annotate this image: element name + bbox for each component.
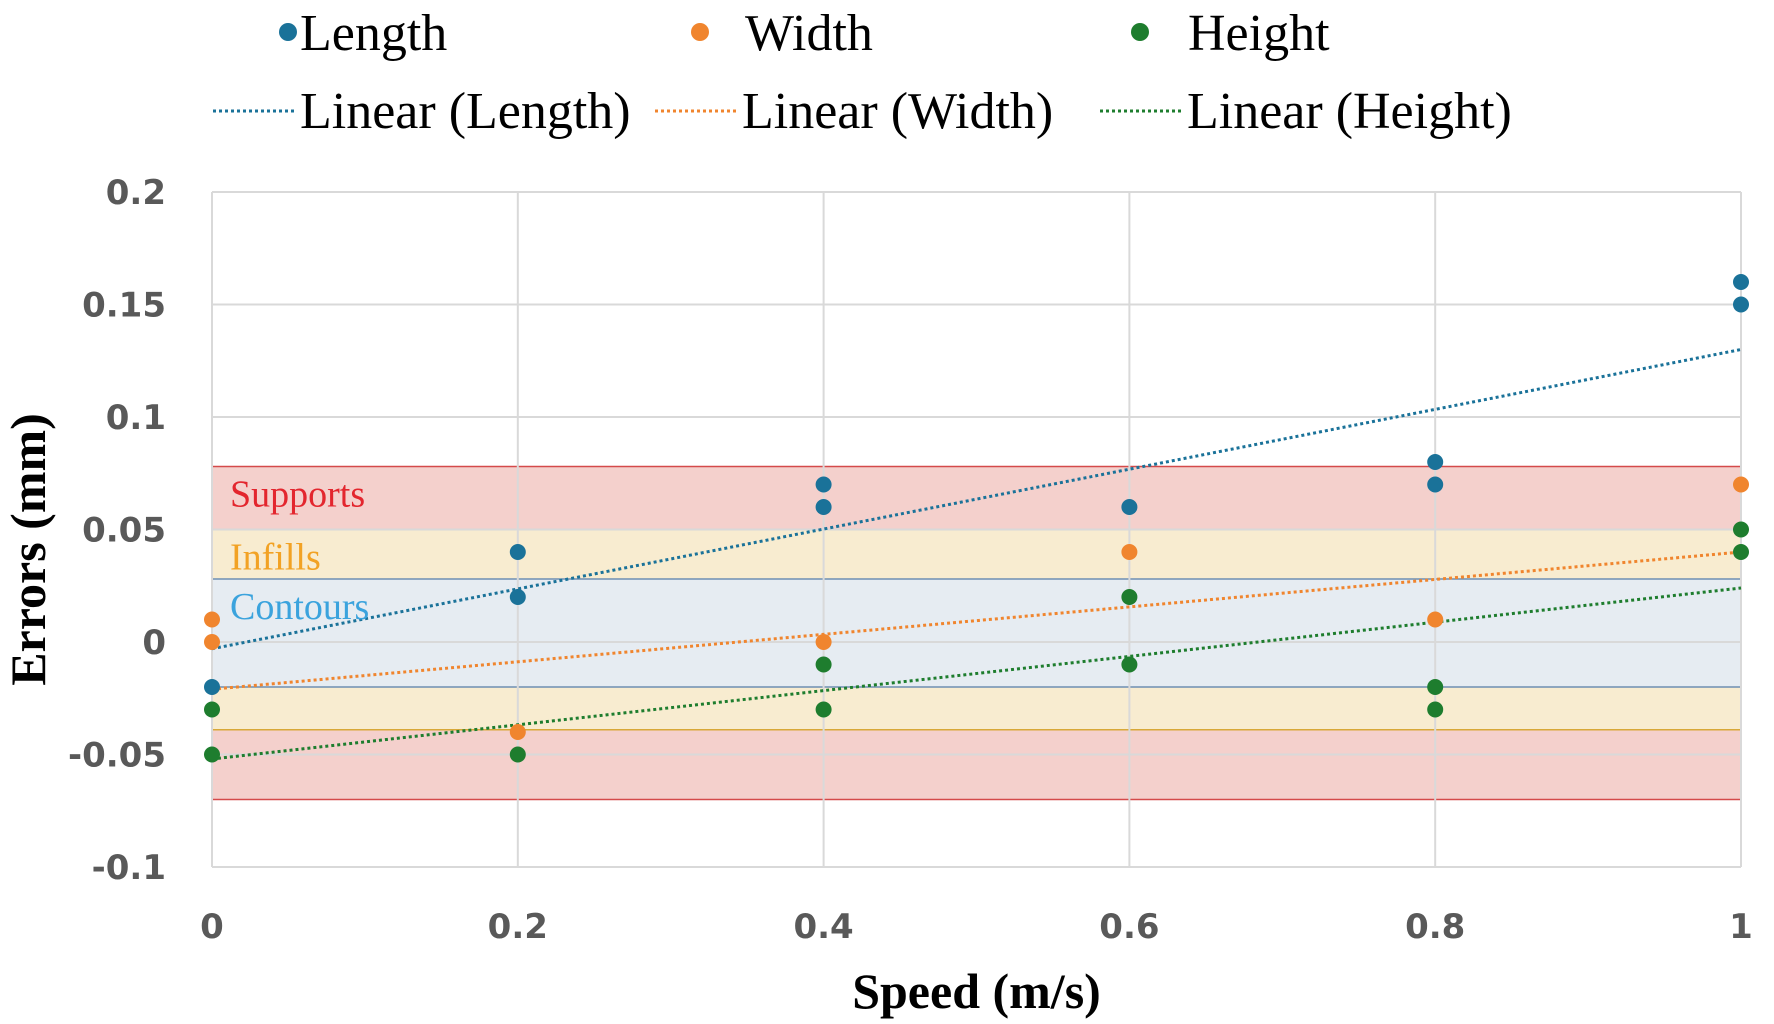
point-width [1427,611,1444,628]
point-length [815,476,832,493]
legend-trendline-label-width: Linear (Width) [742,83,1053,140]
point-length [204,679,220,695]
data-points [204,274,1749,763]
x-tick-label: 0 [200,907,224,947]
point-length [1733,296,1749,313]
point-height [509,746,526,763]
legend-label-width: Width [745,5,873,62]
y-axis-ticks: -0.1 -0.05 0 0.05 0.1 0.15 0.2 [68,173,166,888]
y-tick-label: 0.15 [82,286,166,326]
band-contours [211,578,1742,688]
legend-trendline-label-length: Linear (Length) [300,83,631,140]
trendline-height [211,586,1742,761]
y-tick-label: -0.05 [68,736,166,776]
x-tick-label: 1 [1729,907,1753,947]
band-label-infills: Infills [230,537,321,579]
legend-marker-width [691,23,709,41]
y-tick-label: 0.05 [82,511,166,551]
legend-trendline-label-height: Linear (Height) [1187,83,1512,140]
point-width [204,611,220,628]
y-tick-label: 0.1 [106,398,166,438]
y-tick-label: -0.1 [92,848,166,888]
point-length [509,589,526,605]
point-width [815,634,832,650]
band-labels: Supports Infills Contours [230,474,369,629]
point-length [1427,454,1444,470]
point-length [1121,499,1138,515]
band-label-contours: Contours [230,586,369,628]
point-length [1427,476,1444,493]
point-length [1733,274,1749,290]
point-height [1121,656,1138,673]
point-height [815,701,832,718]
legend-marker-height [1131,23,1149,41]
point-width [509,724,526,740]
x-tick-label: 0.6 [1099,907,1159,947]
legend-marker-length [279,23,297,41]
point-width [204,634,220,650]
trendline-length [211,348,1742,651]
y-axis-title: Errors (mm) [0,413,56,686]
x-axis-ticks: 0 0.2 0.4 0.6 0.8 1 [200,907,1753,947]
point-height [204,701,220,718]
point-length [815,499,832,515]
x-tick-label: 0.8 [1405,907,1465,947]
point-height [1427,679,1444,695]
x-axis-title: Speed (m/s) [852,963,1101,1019]
x-tick-label: 0.2 [488,907,548,947]
trendlines [211,348,1742,761]
point-height [1427,701,1444,718]
point-height [815,656,832,673]
legend-label-height: Height [1188,5,1330,62]
point-height [1733,521,1749,538]
x-tick-label: 0.4 [793,907,853,947]
trendline-width [211,550,1742,691]
band-label-supports: Supports [230,474,365,516]
point-height [1121,589,1138,605]
legend-label-length: Length [300,5,447,62]
point-length [509,544,526,560]
y-tick-label: 0 [142,623,166,663]
point-width [1121,544,1138,560]
point-height [1733,544,1749,560]
point-width [1733,476,1749,493]
point-height [204,746,220,763]
legend: Length Linear (Length) Width Linear (Width)… [213,5,1512,140]
error-bands [211,465,1742,801]
y-tick-label: 0.2 [106,173,166,213]
